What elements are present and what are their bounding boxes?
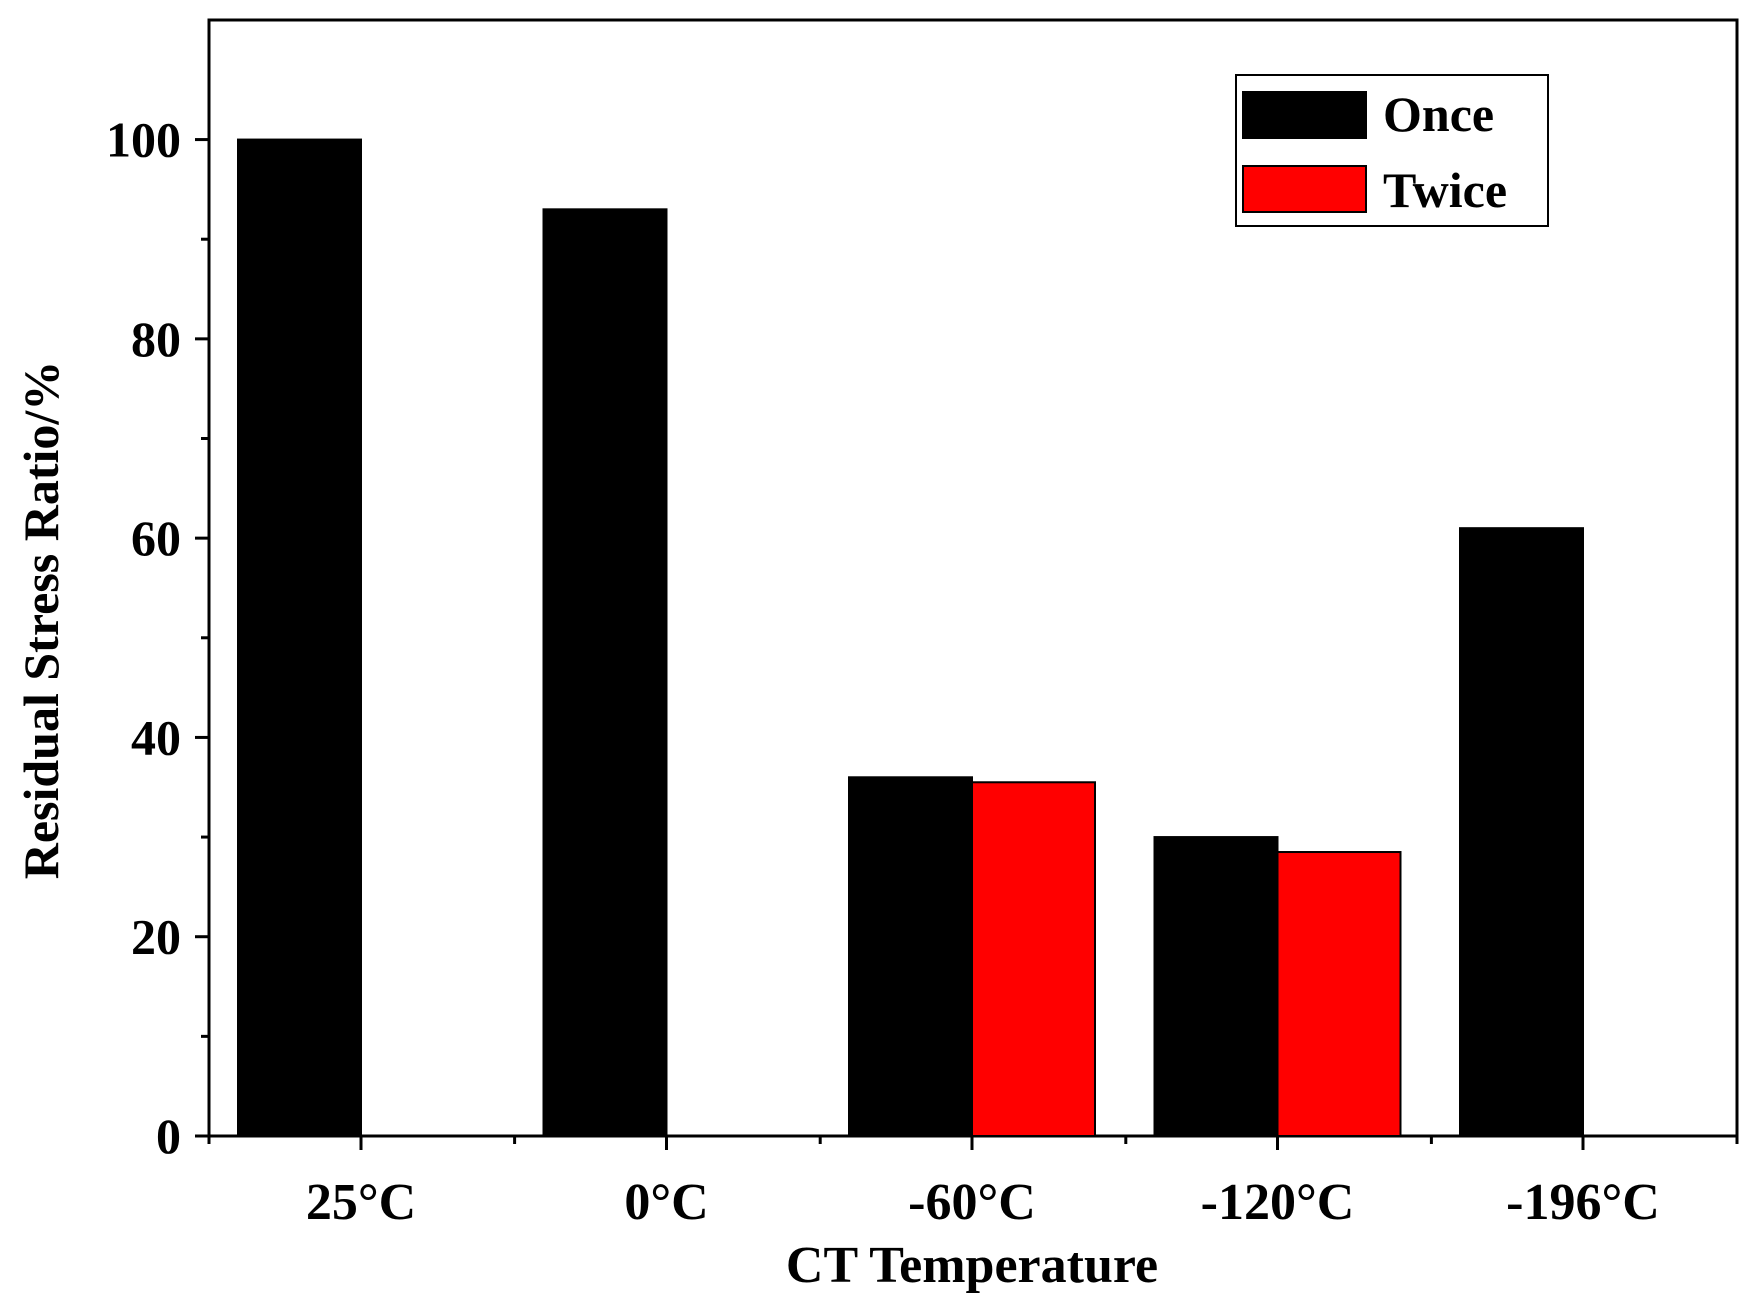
y-tick-label-5: 100 (106, 112, 181, 168)
y-tick-label-3: 60 (131, 510, 181, 566)
x-tick-label-1: 0°C (624, 1174, 708, 1231)
y-tick-label-2: 40 (131, 709, 181, 765)
legend-swatch-twice (1242, 165, 1367, 213)
x-axis: 25°C 0°C -60°C -120°C -196°C (207, 1136, 1739, 1231)
legend: Once Twice (1235, 74, 1549, 227)
y-tick-label-4: 80 (131, 311, 181, 367)
x-axis-label: CT Temperature (786, 1237, 1158, 1294)
x-tick-label-3: -120°C (1201, 1174, 1355, 1231)
x-tick-label-0: 25°C (306, 1174, 416, 1231)
bars-group (237, 138, 1584, 1138)
bar-once-2 (848, 776, 973, 1137)
bar-twice-2 (971, 781, 1096, 1138)
legend-label-twice: Twice (1383, 162, 1507, 218)
y-tick-label-1: 20 (131, 909, 181, 965)
y-tick-label-0: 0 (156, 1108, 181, 1164)
y-axis-label: Residual Stress Ratio/% (13, 361, 69, 880)
y-axis: 0 20 40 60 80 100 (106, 112, 209, 1164)
x-tick-label-2: -60°C (908, 1174, 1036, 1231)
bar-once-4 (1459, 527, 1584, 1137)
bar-once-1 (542, 208, 668, 1138)
x-tick-label-4: -196°C (1506, 1174, 1660, 1231)
bar-once-0 (237, 138, 362, 1138)
legend-label-once: Once (1383, 86, 1494, 142)
bar-once-3 (1153, 836, 1279, 1137)
bar-twice-3 (1276, 851, 1402, 1138)
legend-swatch-once (1242, 91, 1367, 139)
